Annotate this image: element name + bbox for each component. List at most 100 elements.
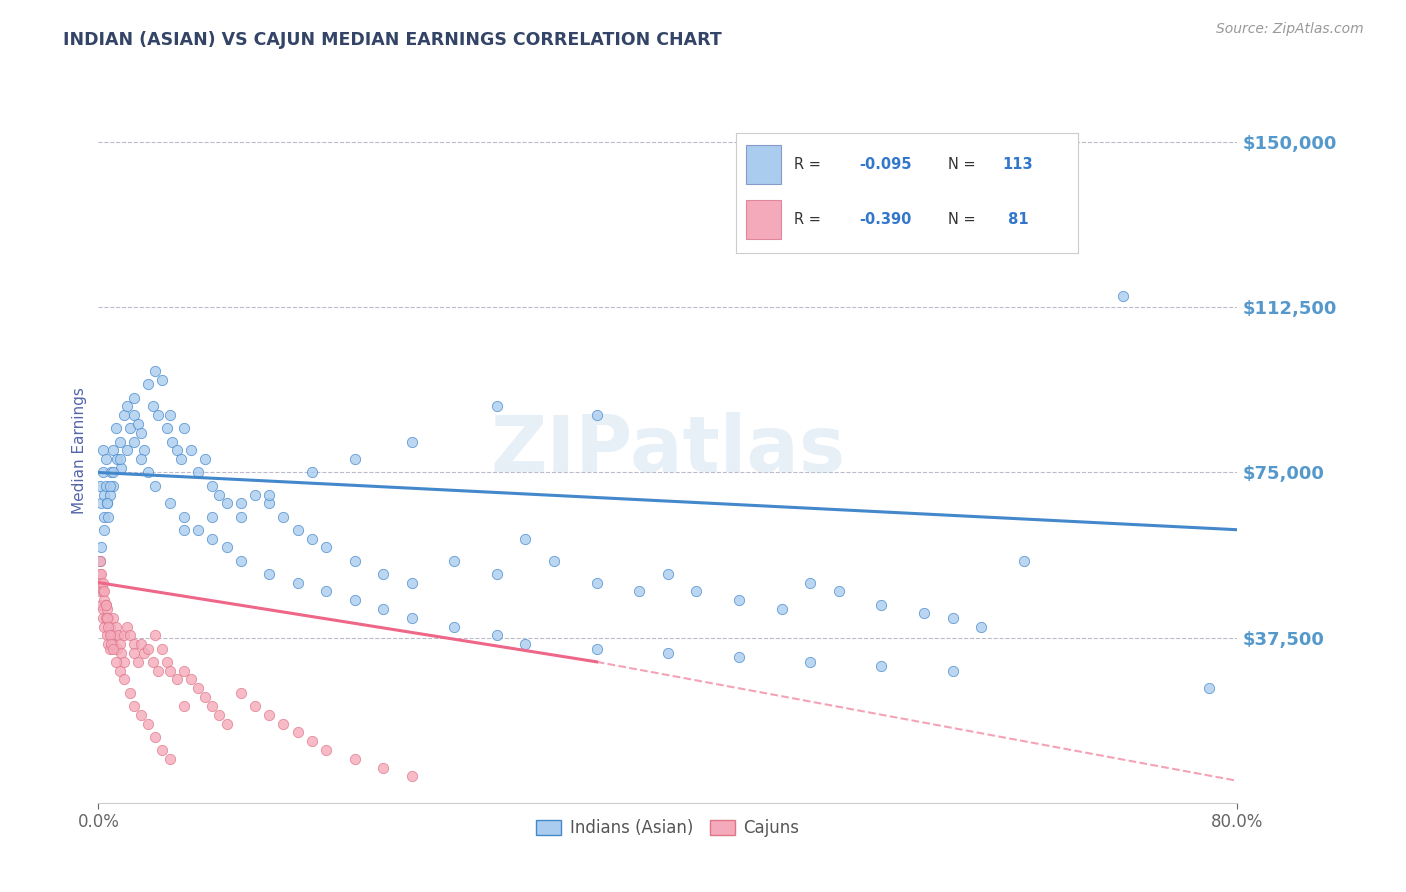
Point	[96, 602, 118, 616]
Point	[259, 487, 281, 501]
Point	[799, 575, 821, 590]
Point	[94, 452, 117, 467]
Point	[97, 611, 120, 625]
Point	[159, 752, 181, 766]
Point	[89, 584, 111, 599]
Point	[942, 664, 965, 678]
Point	[152, 373, 174, 387]
Point	[98, 641, 121, 656]
Point	[91, 611, 114, 625]
Point	[243, 698, 266, 713]
Point	[94, 598, 117, 612]
Point	[91, 584, 114, 599]
Point	[97, 509, 120, 524]
Point	[301, 466, 323, 480]
Text: ZIPatlas: ZIPatlas	[491, 412, 845, 489]
Point	[728, 593, 751, 607]
Point	[93, 487, 115, 501]
Legend: Indians (Asian), Cajuns: Indians (Asian), Cajuns	[530, 813, 806, 844]
Point	[96, 496, 118, 510]
Point	[136, 716, 159, 731]
Point	[585, 641, 607, 656]
Point	[122, 698, 145, 713]
Point	[273, 509, 295, 524]
Point	[93, 593, 115, 607]
Point	[89, 553, 111, 567]
Point	[828, 584, 851, 599]
Point	[343, 752, 366, 766]
Point	[98, 619, 121, 633]
Point	[104, 421, 127, 435]
Point	[90, 598, 112, 612]
Point	[728, 650, 751, 665]
Point	[115, 619, 138, 633]
Point	[112, 628, 135, 642]
Point	[870, 598, 893, 612]
Point	[443, 619, 465, 633]
Point	[115, 443, 138, 458]
Point	[90, 496, 112, 510]
Point	[100, 466, 122, 480]
Point	[93, 584, 115, 599]
Point	[159, 664, 181, 678]
Point	[110, 461, 132, 475]
Point	[129, 637, 152, 651]
Point	[98, 487, 121, 501]
Point	[315, 584, 337, 599]
Point	[105, 641, 128, 656]
Point	[343, 553, 366, 567]
Point	[194, 452, 217, 467]
Point	[145, 364, 167, 378]
Point	[132, 443, 155, 458]
Point	[152, 743, 174, 757]
Point	[145, 628, 167, 642]
Point	[136, 377, 159, 392]
Y-axis label: Median Earnings: Median Earnings	[72, 387, 87, 514]
Point	[343, 593, 366, 607]
Point	[229, 509, 252, 524]
Point	[127, 655, 149, 669]
Point	[173, 664, 195, 678]
Point	[770, 602, 793, 616]
Point	[145, 730, 167, 744]
Point	[201, 478, 224, 492]
Point	[148, 409, 170, 423]
Point	[89, 478, 111, 492]
Point	[515, 637, 537, 651]
Point	[1112, 289, 1135, 303]
Point	[215, 496, 238, 510]
Point	[118, 686, 141, 700]
Point	[229, 553, 252, 567]
Point	[401, 611, 423, 625]
Point	[166, 673, 188, 687]
Point	[101, 628, 124, 642]
Point	[201, 532, 224, 546]
Text: Source: ZipAtlas.com: Source: ZipAtlas.com	[1216, 22, 1364, 37]
Point	[105, 452, 128, 467]
Point	[287, 523, 309, 537]
Point	[401, 575, 423, 590]
Point	[156, 655, 179, 669]
Point	[259, 707, 281, 722]
Point	[100, 628, 122, 642]
Point	[129, 425, 152, 440]
Point	[115, 400, 138, 414]
Point	[259, 496, 281, 510]
Point	[194, 690, 217, 705]
Point	[273, 716, 295, 731]
Point	[173, 698, 195, 713]
Text: INDIAN (ASIAN) VS CAJUN MEDIAN EARNINGS CORRELATION CHART: INDIAN (ASIAN) VS CAJUN MEDIAN EARNINGS …	[63, 31, 723, 49]
Point	[122, 391, 145, 405]
Point	[136, 641, 159, 656]
Point	[152, 641, 174, 656]
Point	[173, 421, 195, 435]
Point	[98, 478, 121, 492]
Point	[156, 421, 179, 435]
Point	[93, 523, 115, 537]
Point	[486, 566, 509, 581]
Point	[110, 646, 132, 660]
Point	[486, 400, 509, 414]
Point	[145, 478, 167, 492]
Point	[101, 443, 124, 458]
Point	[108, 434, 131, 449]
